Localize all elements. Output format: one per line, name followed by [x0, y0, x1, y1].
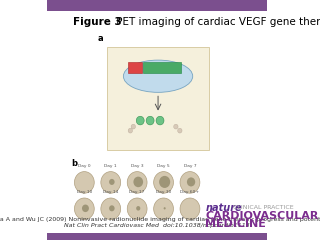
Text: Day 60+: Day 60+	[180, 190, 199, 194]
Text: Day 3: Day 3	[131, 164, 143, 168]
FancyBboxPatch shape	[128, 62, 142, 73]
Text: Day 5: Day 5	[157, 164, 170, 168]
Text: a: a	[98, 34, 103, 43]
Text: nature: nature	[205, 203, 242, 213]
Circle shape	[101, 198, 121, 220]
Text: Figure 3: Figure 3	[73, 17, 122, 27]
Circle shape	[109, 179, 115, 185]
Text: Day 0: Day 0	[78, 164, 91, 168]
Text: Day 7: Day 7	[184, 164, 196, 168]
Circle shape	[133, 177, 143, 187]
Circle shape	[180, 172, 200, 193]
Circle shape	[154, 172, 173, 193]
FancyBboxPatch shape	[47, 0, 267, 11]
Text: CLINICAL PRACTICE: CLINICAL PRACTICE	[233, 205, 293, 210]
Text: MEDICINE: MEDICINE	[205, 219, 266, 229]
Text: CARDIOVASCULAR: CARDIOVASCULAR	[205, 211, 319, 221]
Circle shape	[128, 128, 132, 133]
Text: PET imaging of cardiac VEGF gene therapy: PET imaging of cardiac VEGF gene therapy	[113, 17, 320, 27]
Circle shape	[127, 198, 147, 220]
Circle shape	[136, 116, 144, 125]
Text: Day 1: Day 1	[104, 164, 117, 168]
Text: Riona A and Wu JC (2009) Noninvasive radionuclide imaging of cardiac gene therap: Riona A and Wu JC (2009) Noninvasive rad…	[0, 217, 320, 222]
Circle shape	[156, 116, 164, 125]
Circle shape	[136, 206, 140, 210]
Text: Day 10: Day 10	[77, 190, 92, 194]
Circle shape	[180, 198, 200, 220]
Text: Nat Clin Pract Cardiovasc Med  doi:10.1038/ncpcardio1113: Nat Clin Pract Cardiovasc Med doi:10.103…	[64, 223, 250, 228]
Text: Day 30: Day 30	[156, 190, 171, 194]
Circle shape	[178, 128, 182, 133]
Ellipse shape	[124, 60, 193, 92]
Circle shape	[82, 204, 89, 212]
Circle shape	[154, 198, 173, 220]
FancyBboxPatch shape	[143, 62, 181, 73]
Circle shape	[164, 207, 166, 210]
Text: Day 14: Day 14	[103, 190, 118, 194]
Circle shape	[187, 177, 195, 186]
FancyBboxPatch shape	[108, 47, 209, 150]
Circle shape	[146, 116, 154, 125]
Text: b: b	[71, 159, 77, 168]
Circle shape	[127, 172, 147, 193]
Circle shape	[101, 172, 121, 193]
Circle shape	[75, 172, 94, 193]
Circle shape	[174, 124, 178, 129]
FancyBboxPatch shape	[47, 233, 267, 240]
Text: Day 17: Day 17	[130, 190, 145, 194]
Circle shape	[159, 176, 170, 188]
Circle shape	[75, 198, 94, 220]
Circle shape	[109, 205, 115, 211]
Circle shape	[131, 124, 135, 129]
